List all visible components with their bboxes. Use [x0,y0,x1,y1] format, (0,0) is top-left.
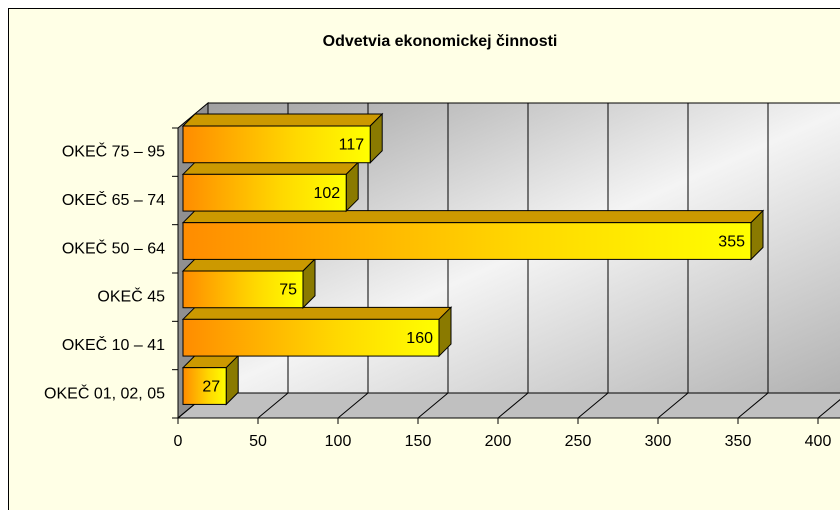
y-tick-label: OKEČ 65 – 74 [62,190,165,209]
value-label: 355 [718,233,745,250]
value-label: 75 [279,282,297,299]
floor-grid-line [657,392,689,419]
x-tick-label: 100 [325,433,352,450]
y-tick-label: OKEČ 45 [97,287,165,306]
bar [182,222,752,260]
chart-title: Odvetvia ekonomickej činnosti [323,33,558,50]
y-tick-label: OKEČ 01, 02, 05 [44,383,165,402]
x-tick-label: 50 [249,433,267,450]
floor-grid-line [257,392,289,419]
y-tick-label: OKEČ 75 – 95 [62,142,165,161]
floor-grid-line [337,392,369,419]
bar [182,318,440,357]
y-tick-label: OKEČ 10 – 41 [62,335,165,354]
bar [182,270,304,309]
floor-grid-line [497,392,529,419]
bar [182,173,347,212]
bar-top [181,113,384,127]
floor-grid-line [737,392,769,419]
y-tick-label: OKEČ 50 – 64 [62,238,165,257]
floor-grid-line [817,399,840,419]
value-label: 160 [406,330,433,347]
bar [182,125,371,164]
value-label: 102 [313,185,340,202]
floor-grid-line [577,392,609,419]
x-tick-label: 300 [645,433,672,450]
x-tick-label: 400 [805,433,832,450]
bar [182,367,227,405]
x-tick-label: 250 [565,433,592,450]
value-label: 117 [339,137,365,154]
bar-top [181,306,453,320]
x-tick-label: 0 [174,433,183,450]
x-tick-label: 200 [485,433,512,450]
bar-top [181,258,317,272]
bar-top [181,210,765,224]
bar-top [181,161,360,175]
floor [176,392,840,419]
floor-grid-line [417,392,449,419]
x-tick-label: 150 [405,433,432,450]
value-label: 27 [202,378,220,395]
x-tick-label: 350 [725,433,752,450]
